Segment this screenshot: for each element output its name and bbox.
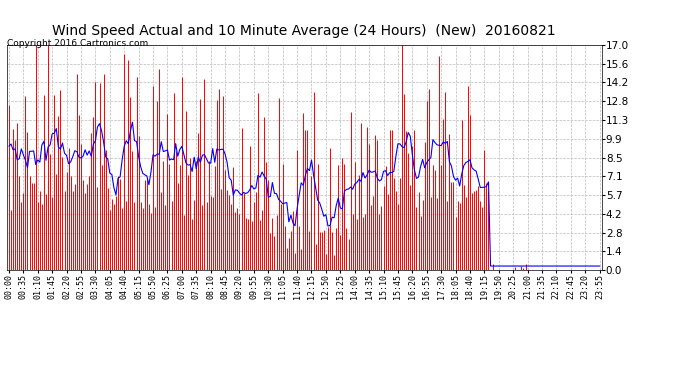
Text: 10 Min Avg (mph): 10 Min Avg (mph)	[419, 26, 498, 36]
Text: Copyright 2016 Cartronics.com: Copyright 2016 Cartronics.com	[7, 39, 148, 48]
Text: Wind (mph): Wind (mph)	[535, 26, 585, 36]
Text: Wind Speed Actual and 10 Minute Average (24 Hours)  (New)  20160821: Wind Speed Actual and 10 Minute Average …	[52, 24, 555, 38]
